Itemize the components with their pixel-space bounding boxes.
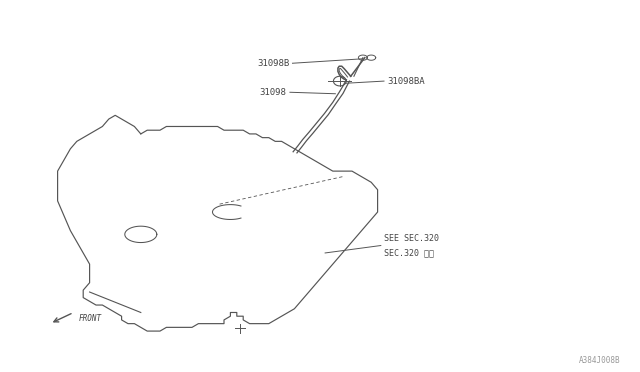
Text: A384J008B: A384J008B bbox=[579, 356, 621, 365]
Text: SEE SEC.320: SEE SEC.320 bbox=[384, 234, 439, 243]
Text: 31098: 31098 bbox=[260, 88, 287, 97]
Text: 31098BA: 31098BA bbox=[387, 77, 425, 86]
Text: FRONT: FRONT bbox=[79, 314, 102, 323]
Text: SEC.320 参照: SEC.320 参照 bbox=[384, 248, 434, 257]
Text: 31098B: 31098B bbox=[257, 59, 289, 68]
